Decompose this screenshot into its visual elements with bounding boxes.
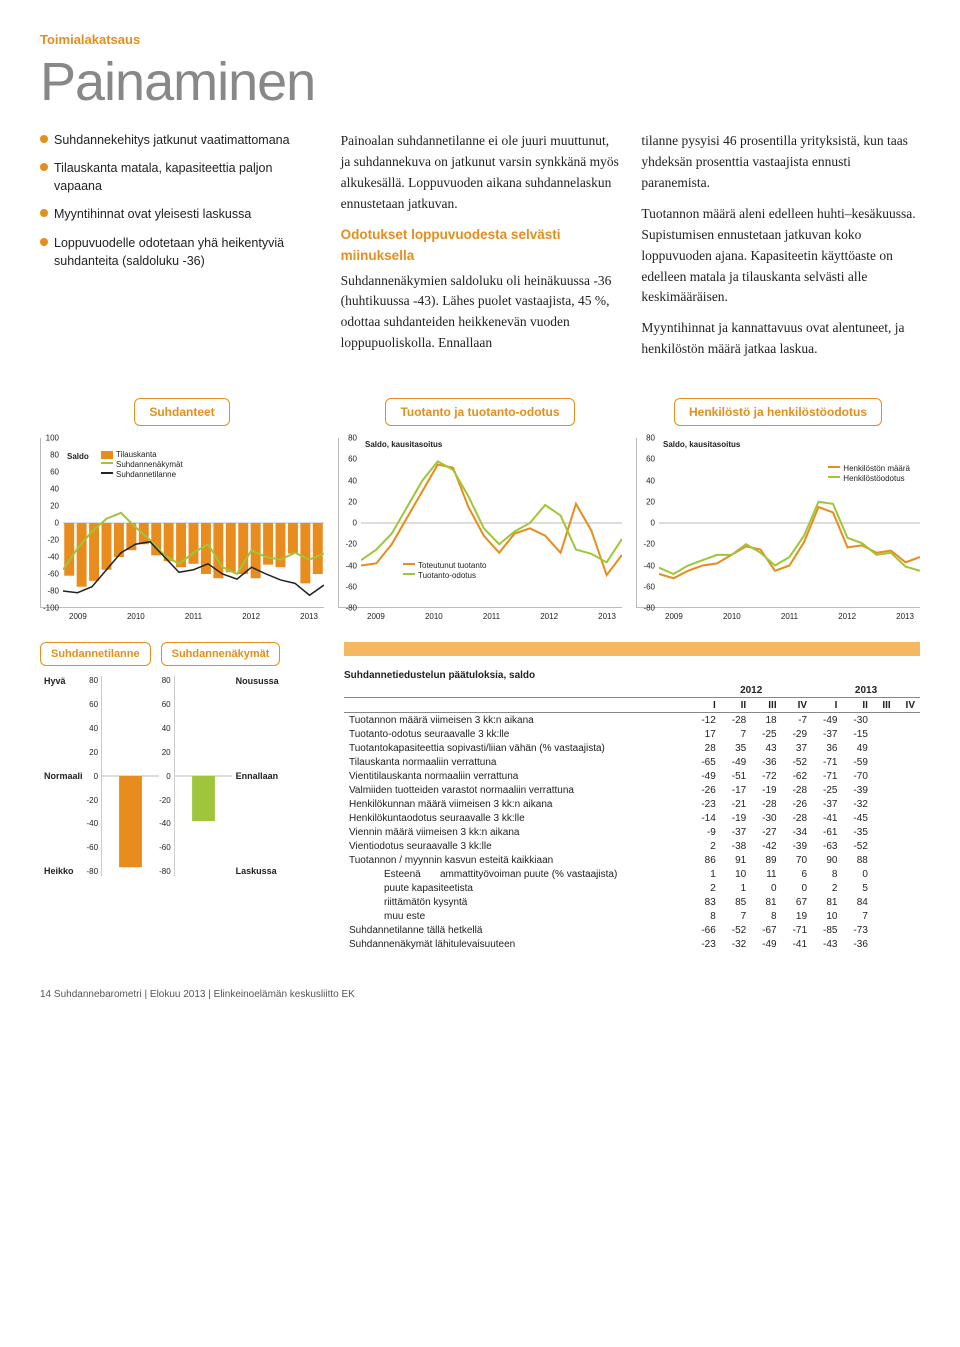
bullet-column: Suhdannekehitys jatkunut vaatimattomana T… xyxy=(40,131,319,370)
intro-columns: Suhdannekehitys jatkunut vaatimattomana T… xyxy=(40,131,920,370)
table-row: Esteenäammattityövoiman puute (% vastaaj… xyxy=(344,867,920,881)
bullet-item: Tilauskanta matala, kapasiteettia paljon… xyxy=(40,159,319,195)
body-col-3: tilanne pysyisi 46 prosentilla yrityksis… xyxy=(641,131,920,370)
paragraph: Suhdannenäkymien saldoluku oli heinäkuus… xyxy=(341,271,620,355)
table-row: Tuotanto-odotus seuraavalle 3 kk:lle177-… xyxy=(344,727,920,741)
body-col-2: Painoalan suhdannetilanne ei ole juuri m… xyxy=(341,131,620,370)
chart-title: Suhdanteet xyxy=(134,398,229,426)
results-table: 20122013IIIIIIIVIIIIIIIVTuotannon määrä … xyxy=(344,683,920,951)
pair-title-2: Suhdannenäkymät xyxy=(161,642,281,666)
bullet-item: Loppuvuodelle odotetaan yhä heikentyviä … xyxy=(40,234,319,270)
table-row: Valmiiden tuotteiden varastot normaaliin… xyxy=(344,783,920,797)
detail-row: Suhdannetilanne Suhdannenäkymät HyväNorm… xyxy=(40,642,920,951)
table-title: Suhdannetiedustelun päätuloksia, saldo xyxy=(344,670,535,681)
paragraph: Tuotannon määrä aleni edelleen huhti–kes… xyxy=(641,204,920,309)
table-row: Tuotantokapasiteettia sopivasti/liian vä… xyxy=(344,741,920,755)
bullet-item: Suhdannekehitys jatkunut vaatimattomana xyxy=(40,131,319,149)
paragraph: Myyntihinnat ja kannattavuus ovat alentu… xyxy=(641,318,920,360)
page-footer: 14 Suhdannebarometri | Elokuu 2013 | Eli… xyxy=(40,989,920,1000)
table-row: Vientiodotus seuraavalle 3 kk:lle2-38-42… xyxy=(344,839,920,853)
section-label: Toimialakatsaus xyxy=(40,32,920,47)
chart-title: Tuotanto ja tuotanto-odotus xyxy=(385,398,574,426)
table-row: Henkilökunnan määrä viimeisen 3 kk:n aik… xyxy=(344,797,920,811)
results-table-wrap: Suhdannetiedustelun päätuloksia, saldo 2… xyxy=(344,642,920,951)
table-row: muu este87819107 xyxy=(344,909,920,923)
table-row: Tilauskanta normaaliin verrattuna-65-49-… xyxy=(344,755,920,769)
table-row: Henkilökuntaodotus seuraavalle 3 kk:lle-… xyxy=(344,811,920,825)
charts-row: Suhdanteet Saldo TilauskantaSuhdannenäky… xyxy=(40,398,920,608)
table-row: Vientitilauskanta normaaliin verrattuna-… xyxy=(344,769,920,783)
page-title: Painaminen xyxy=(40,51,920,113)
pair-title-1: Suhdannetilanne xyxy=(40,642,151,666)
pair-chart: Suhdannetilanne Suhdannenäkymät HyväNorm… xyxy=(40,642,330,876)
table-row: puute kapasiteetista210025 xyxy=(344,881,920,895)
bullet-item: Myyntihinnat ovat yleisesti laskussa xyxy=(40,205,319,223)
table-row: Suhdannenäkymät lähitulevaisuuteen-23-32… xyxy=(344,937,920,951)
table-row: riittämätön kysyntä838581678184 xyxy=(344,895,920,909)
chart-henkilosto: Henkilöstö ja henkilöstöodotus Saldo, ka… xyxy=(636,398,920,608)
paragraph: tilanne pysyisi 46 prosentilla yrityksis… xyxy=(641,131,920,194)
divider-bar xyxy=(344,642,920,656)
table-row: Tuotannon / myynnin kasvun esteitä kaikk… xyxy=(344,853,920,867)
chart-tuotanto: Tuotanto ja tuotanto-odotus Saldo, kausi… xyxy=(338,398,622,608)
chart-suhdanteet: Suhdanteet Saldo TilauskantaSuhdannenäky… xyxy=(40,398,324,608)
table-row: Tuotannon määrä viimeisen 3 kk:n aikana-… xyxy=(344,713,920,728)
subheading: Odotukset loppuvuodesta selvästi miinuks… xyxy=(341,225,620,267)
chart-title: Henkilöstö ja henkilöstöodotus xyxy=(674,398,882,426)
table-row: Suhdannetilanne tällä hetkellä-66-52-67-… xyxy=(344,923,920,937)
paragraph: Painoalan suhdannetilanne ei ole juuri m… xyxy=(341,131,620,215)
table-row: Viennin määrä viimeisen 3 kk:n aikana-9-… xyxy=(344,825,920,839)
